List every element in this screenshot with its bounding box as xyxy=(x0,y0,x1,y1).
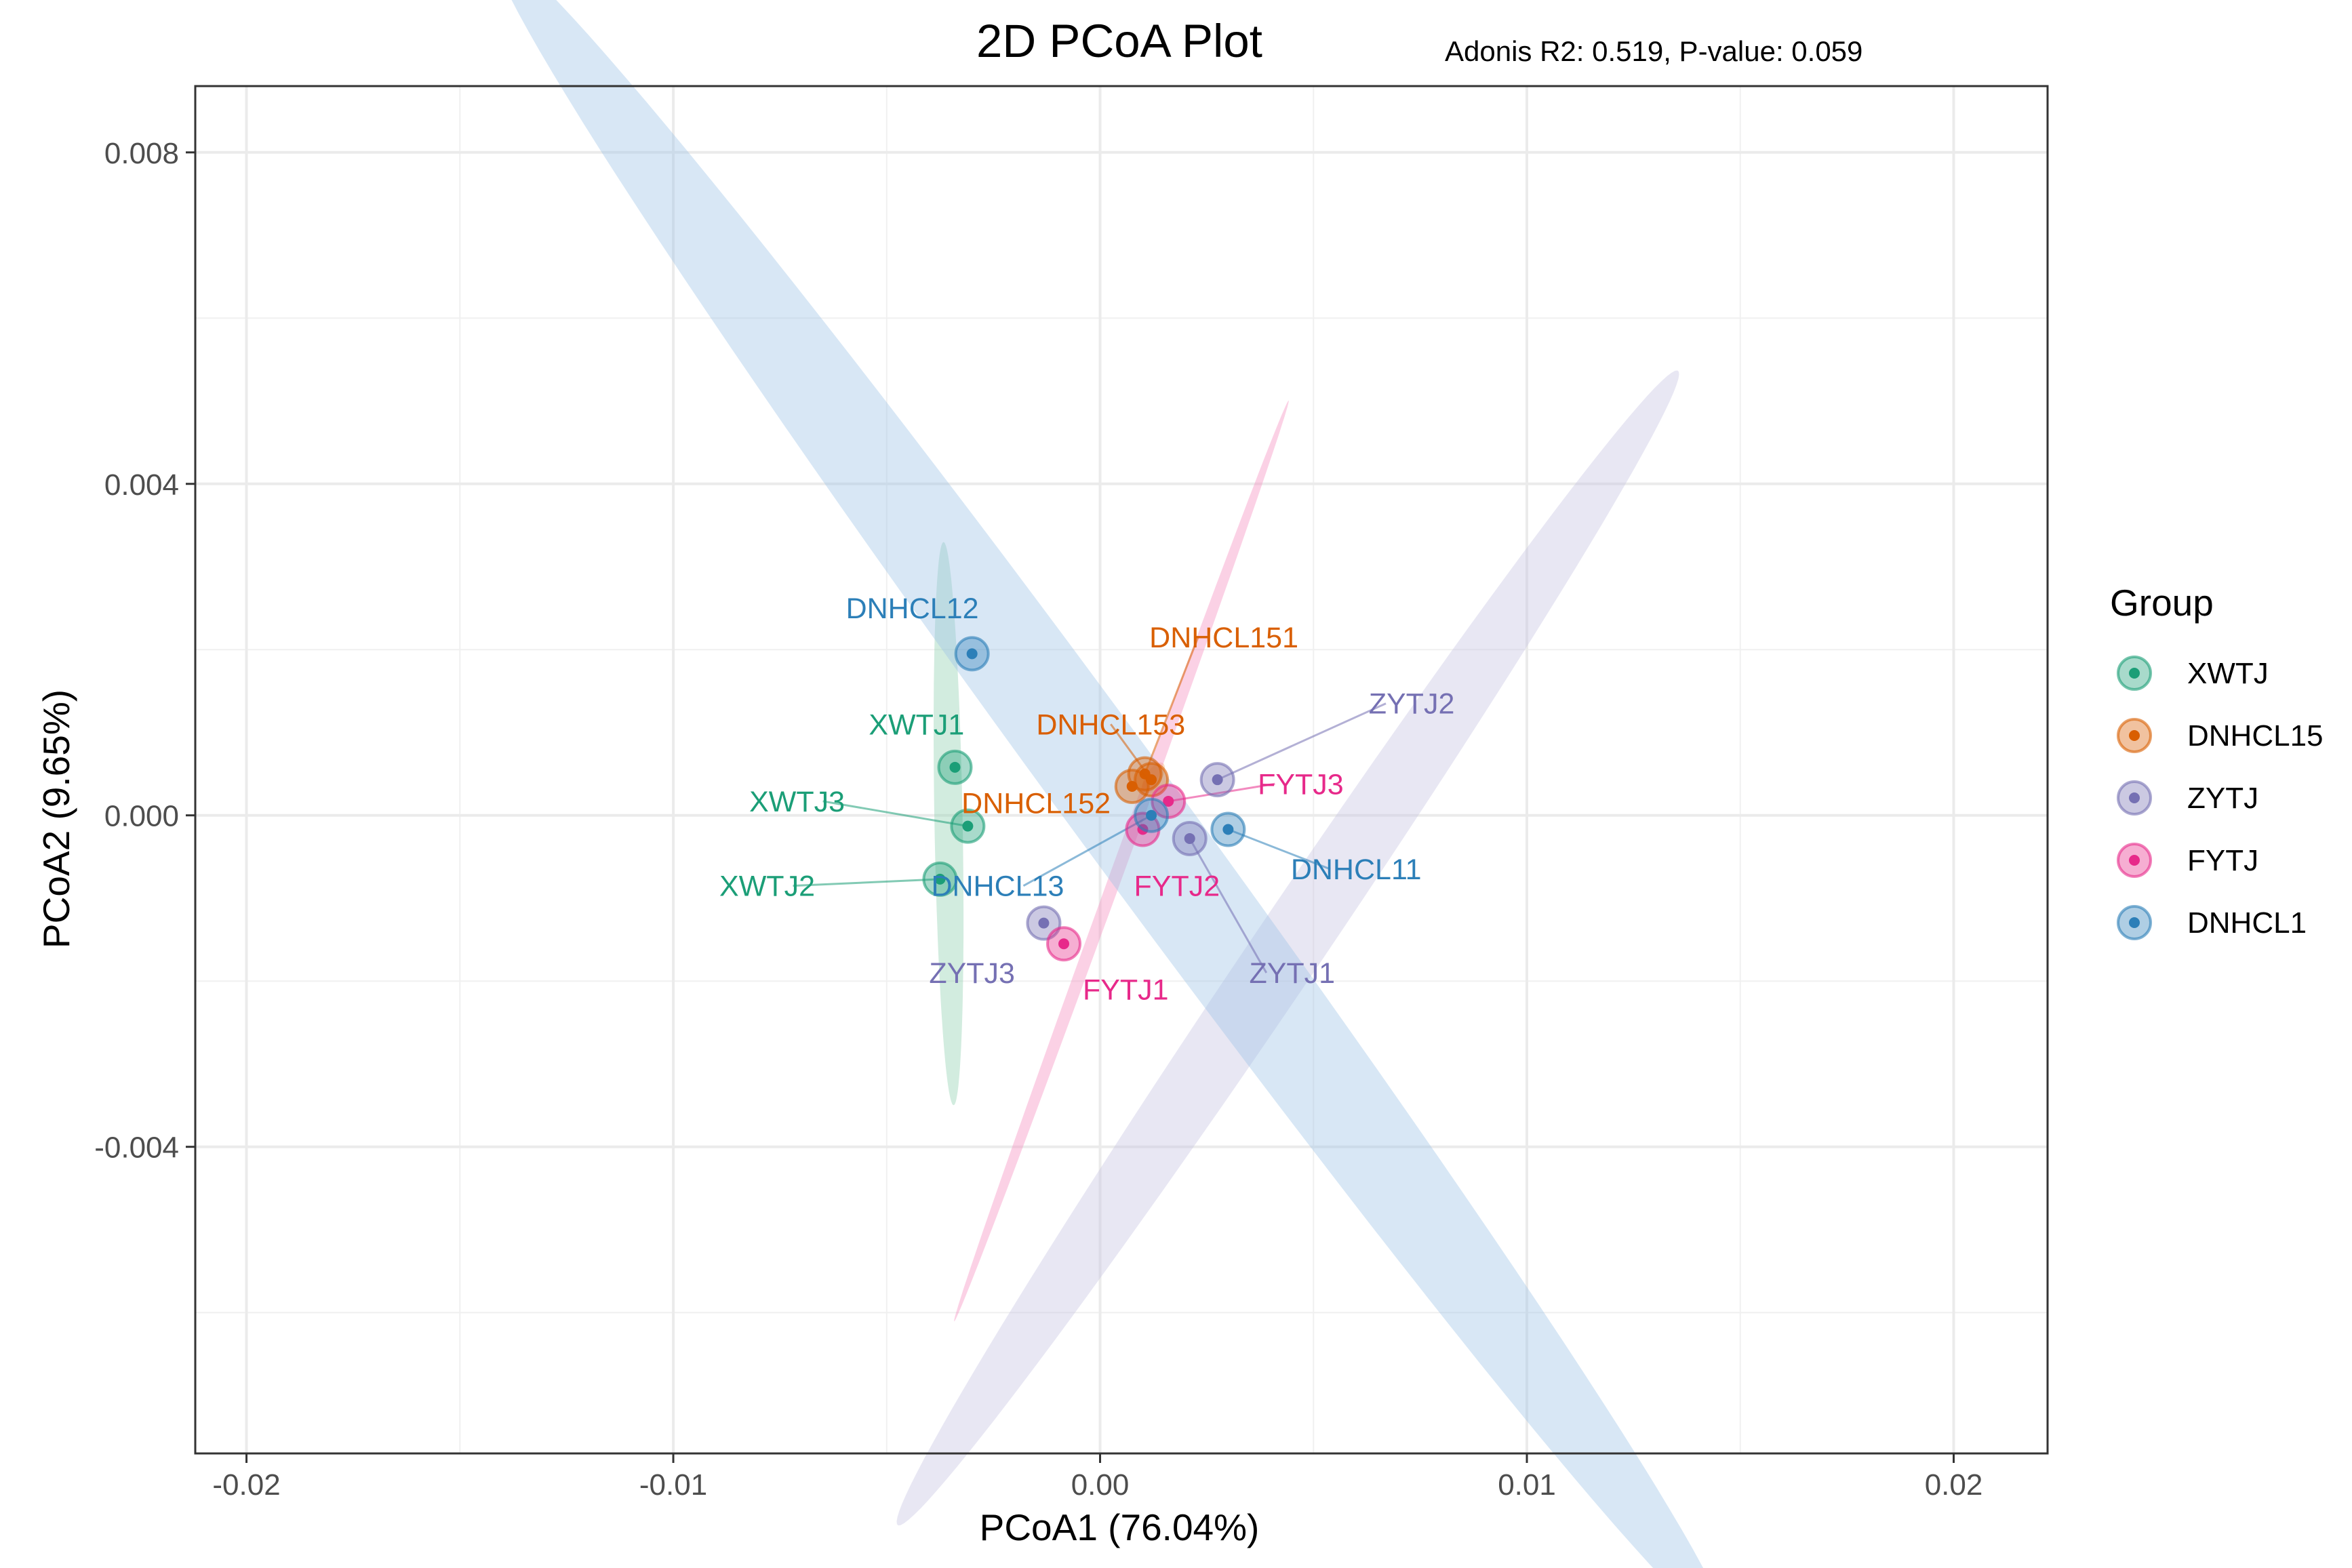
point-label: ZYTJ2 xyxy=(1369,688,1455,721)
x-tick-label: 0.01 xyxy=(1498,1468,1556,1502)
plot-frame xyxy=(194,85,2049,1455)
data-point xyxy=(1212,774,1223,786)
leader-line xyxy=(822,800,968,828)
leader-line xyxy=(1189,838,1268,973)
point-label: FYTJ3 xyxy=(1258,768,1344,801)
point-label: XWTJ1 xyxy=(869,708,964,741)
data-point xyxy=(1184,832,1195,844)
point-label: DNHCL13 xyxy=(931,870,1064,903)
point-label: ZYTJ3 xyxy=(929,957,1015,990)
point-label: FYTJ1 xyxy=(1083,973,1169,1006)
x-tick-label: 0.02 xyxy=(1925,1468,1983,1502)
legend-label: XWTJ xyxy=(2187,657,2269,690)
ellipse-fytj xyxy=(954,400,1289,1322)
data-point xyxy=(1163,795,1174,807)
legend-key-dot xyxy=(2129,668,2140,679)
data-point xyxy=(966,648,978,660)
data-point xyxy=(1038,917,1050,929)
legend-key-dot xyxy=(2129,730,2140,741)
legend-items: XWTJ DNHCL15 ZYTJ FYTJ DNHCL1 xyxy=(2117,656,2324,940)
chart-title: 2D PCoA Plot xyxy=(976,15,1262,67)
leader-line xyxy=(1168,782,1275,803)
y-tick-label: 0.000 xyxy=(104,800,179,833)
data-point xyxy=(1126,780,1138,792)
x-axis-ticks: -0.02 -0.01 0.00 0.01 0.02 xyxy=(212,1453,1982,1502)
point-label: XWTJ2 xyxy=(719,870,815,903)
legend-label: DNHCL1 xyxy=(2187,906,2307,940)
point-label: FYTJ2 xyxy=(1134,870,1220,903)
leader-line xyxy=(1227,828,1331,870)
plot-border xyxy=(194,85,2049,1455)
y-axis-ticks: -0.004 0.000 0.004 0.008 xyxy=(94,137,195,1165)
group-ellipses xyxy=(511,0,1704,1568)
legend-label: FYTJ xyxy=(2187,844,2258,877)
data-point xyxy=(962,820,974,832)
point-label: DNHCL151 xyxy=(1149,622,1298,654)
x-axis-title: PCoA1 (76.04%) xyxy=(980,1506,1260,1548)
x-tick-label: -0.02 xyxy=(212,1468,280,1502)
legend-key-dot xyxy=(2129,792,2140,803)
point-label: DNHCL152 xyxy=(961,787,1111,820)
legend-key-dot xyxy=(2129,917,2140,928)
legend-title: Group xyxy=(2110,582,2214,624)
y-tick-label: 0.004 xyxy=(104,468,179,502)
leader-line xyxy=(1144,637,1199,775)
point-label: XWTJ3 xyxy=(749,786,845,818)
legend-label: ZYTJ xyxy=(2187,782,2258,815)
point-label: ZYTJ1 xyxy=(1249,957,1335,990)
plot-panel xyxy=(195,86,2048,1453)
y-axis-title: PCoA2 (9.65%) xyxy=(35,689,77,948)
x-tick-label: 0.00 xyxy=(1071,1468,1130,1502)
y-tick-label: -0.004 xyxy=(94,1131,179,1165)
data-point xyxy=(949,761,961,773)
leader-line xyxy=(1022,814,1152,887)
plot-background xyxy=(195,86,2048,1453)
data-point xyxy=(1058,938,1070,950)
ellipse-dnhcl1 xyxy=(511,0,1704,1568)
chart-subtitle: Adonis R2: 0.519, P-value: 0.059 xyxy=(1445,35,1862,67)
point-label: DNHCL153 xyxy=(1036,708,1185,741)
legend-label: DNHCL15 xyxy=(2187,719,2324,752)
data-point xyxy=(1146,809,1157,821)
legend: Group XWTJ DNHCL15 ZYTJ FYTJ DNHCL1 xyxy=(2110,582,2324,940)
y-tick-label: 0.008 xyxy=(104,137,179,170)
point-labels: XWTJ1 XWTJ3 XWTJ2 DNHCL151 DNHCL153 DNHCL152 Z… xyxy=(719,592,1454,1006)
leader-line xyxy=(1217,702,1387,781)
grid-lines xyxy=(195,86,2048,1453)
point-label: DNHCL11 xyxy=(1291,853,1422,886)
data-point xyxy=(1222,824,1234,835)
legend-key-dot xyxy=(2129,855,2140,866)
x-tick-label: -0.01 xyxy=(639,1468,707,1502)
point-label: DNHCL12 xyxy=(846,592,979,625)
data-point xyxy=(934,873,946,885)
data-points xyxy=(922,636,1246,962)
leader-line xyxy=(793,878,940,887)
ellipse-zytj xyxy=(896,370,1679,1526)
